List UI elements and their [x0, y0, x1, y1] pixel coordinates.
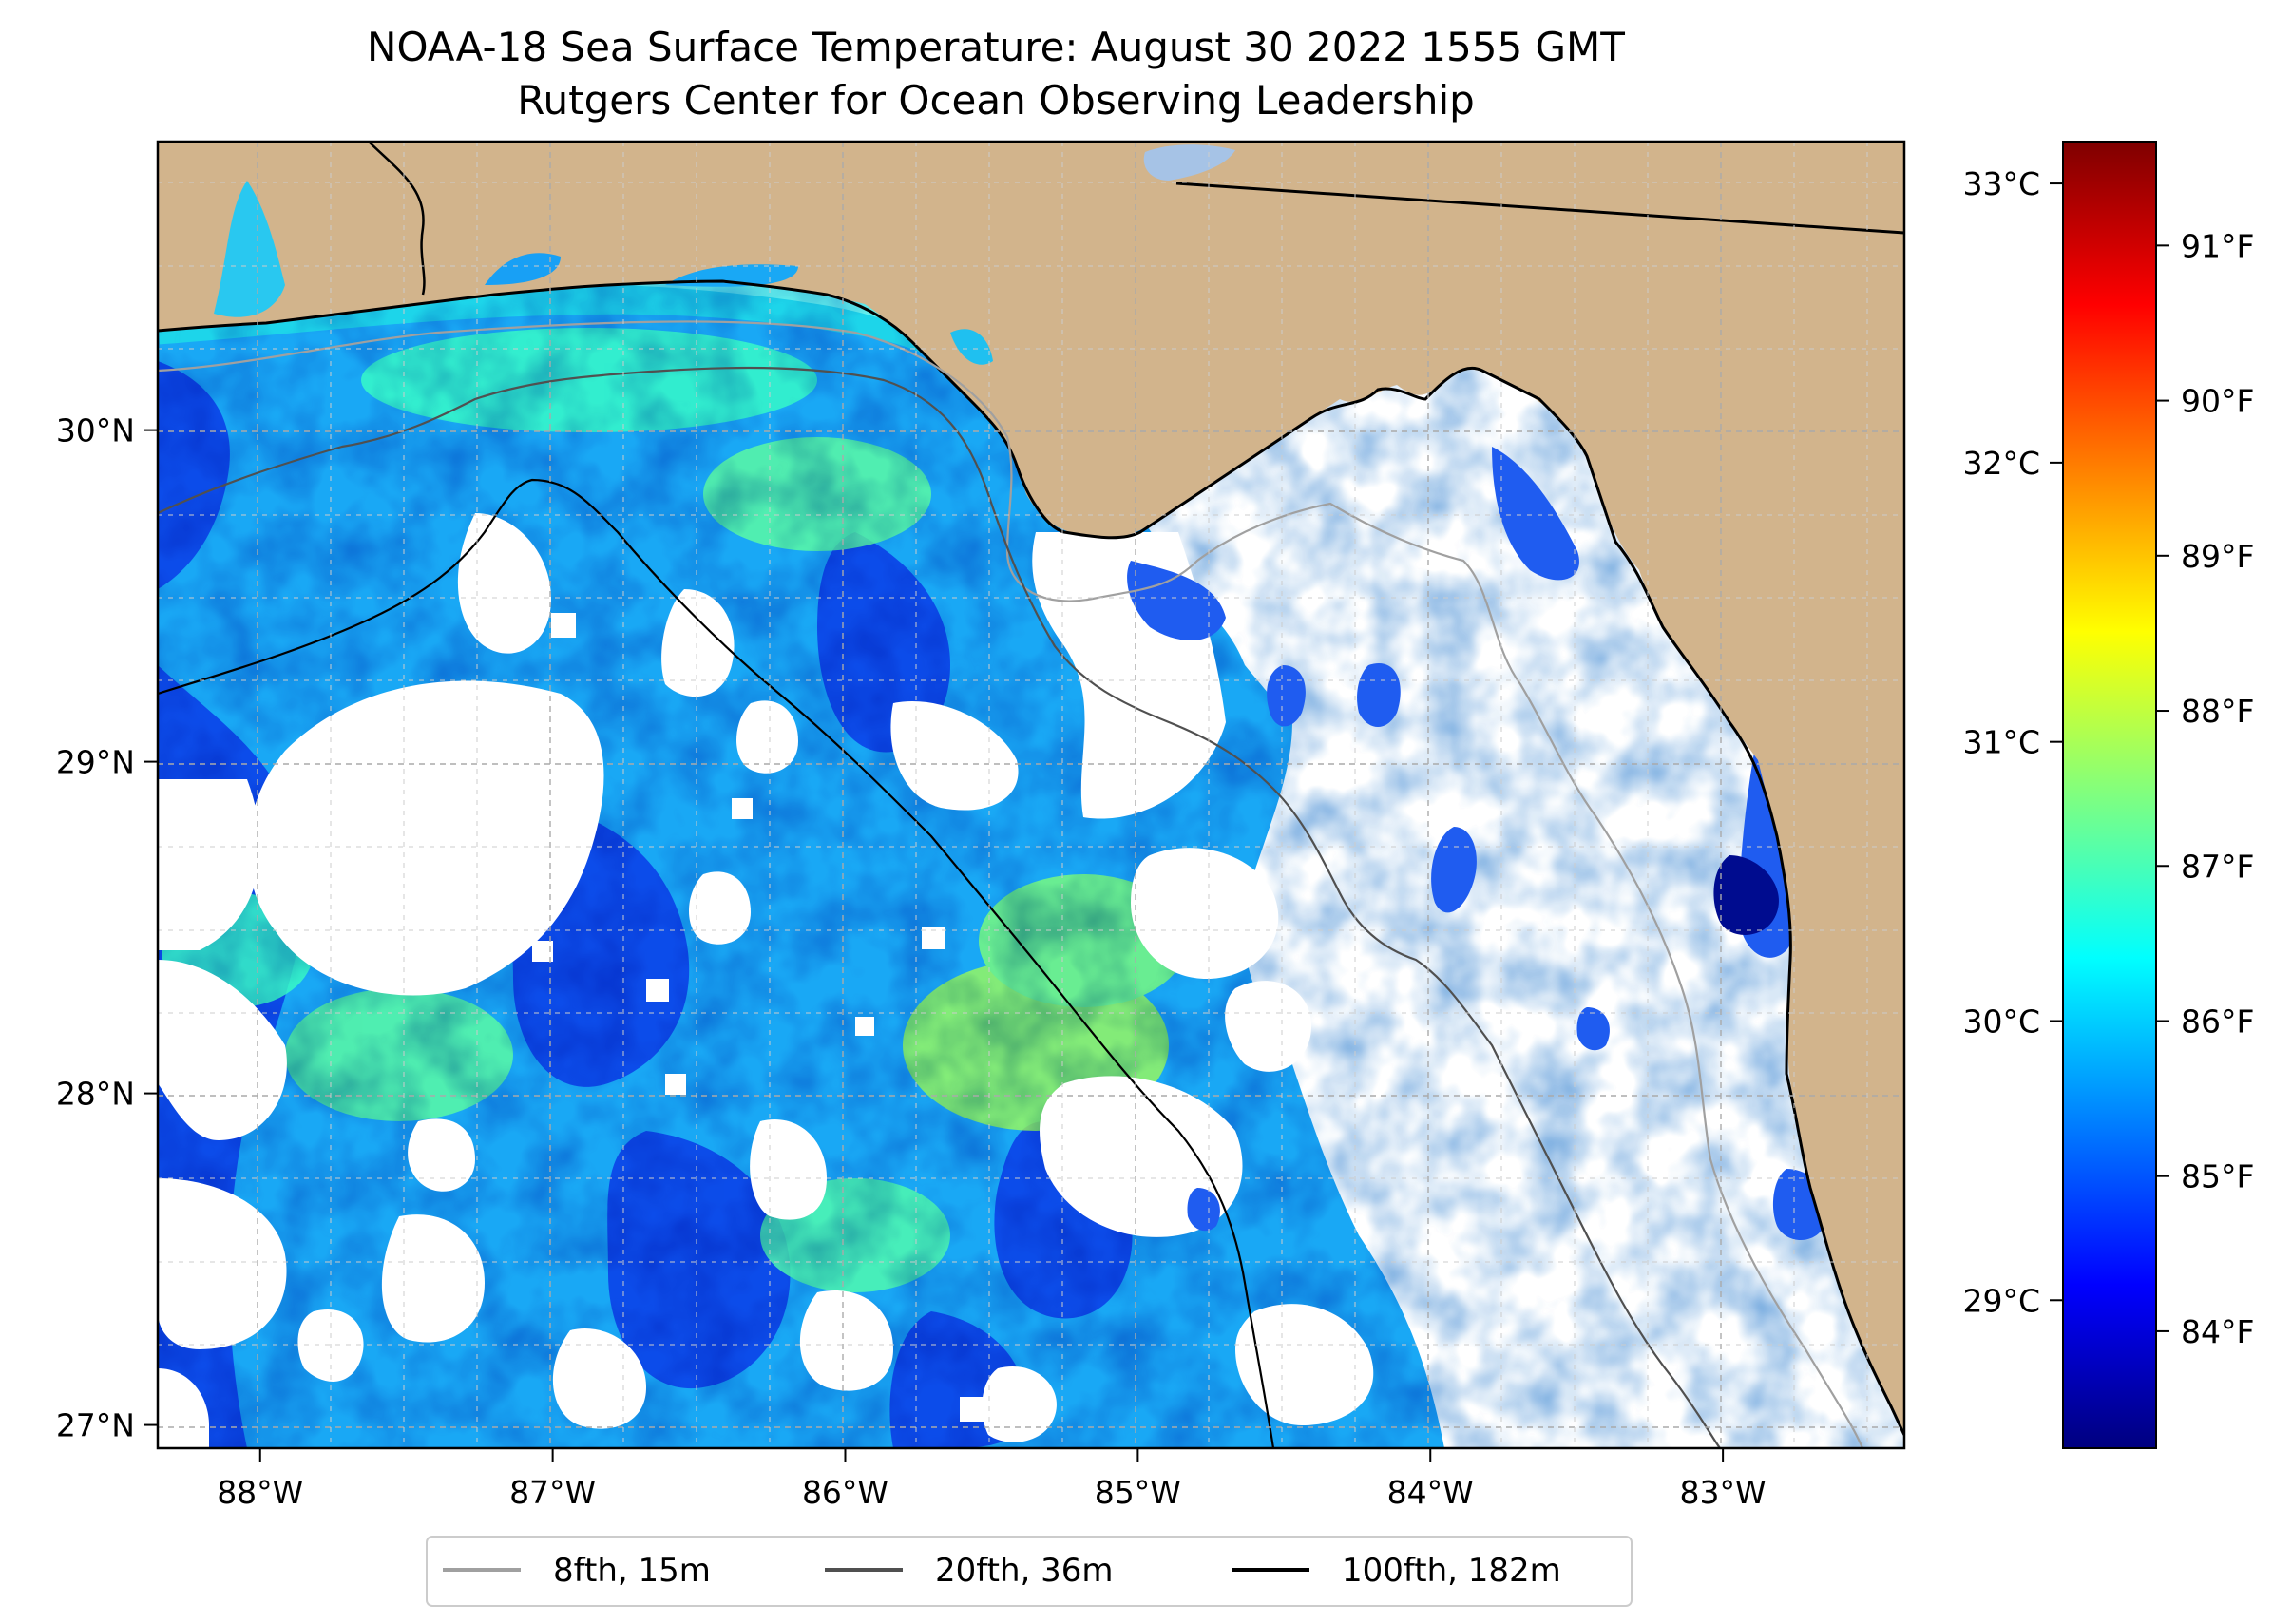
legend-frame	[426, 1536, 1633, 1607]
figure-subtitle: Rutgers Center for Ocean Observing Leade…	[517, 77, 1475, 124]
coastline	[158, 279, 1904, 1436]
legend-label-8fth: 8fth, 15m	[553, 1552, 711, 1590]
celsius-tick-label: 30°C	[1962, 1003, 2040, 1040]
lon-tick-label: 86°W	[802, 1474, 888, 1511]
lat-tick-label: 29°N	[56, 744, 135, 781]
latitude-axis: 27°N 28°N 29°N 30°N	[56, 412, 158, 1444]
fahrenheit-tick-label: 89°F	[2181, 538, 2254, 575]
lon-tick-label: 85°W	[1095, 1474, 1181, 1511]
longitude-axis: 88°W 87°W 86°W 85°W 84°W 83°W	[217, 1448, 1767, 1511]
legend-label-20fth: 20fth, 36m	[935, 1552, 1114, 1590]
legend-label-100fth: 100fth, 182m	[1342, 1552, 1561, 1590]
colorbar-fahrenheit-axis: 84°F 85°F 86°F 87°F 88°F 89°F 90°F 91°F	[2156, 227, 2254, 1350]
figure-title: NOAA-18 Sea Surface Temperature: August …	[367, 24, 1625, 70]
map-frame	[156, 140, 1906, 1450]
colorbar-celsius-axis: 29°C 30°C 31°C 32°C 33°C	[1962, 165, 2063, 1319]
fahrenheit-tick-label: 90°F	[2181, 383, 2254, 420]
isobath-8fth	[158, 320, 1864, 1448]
celsius-tick-label: 33°C	[1962, 165, 2040, 202]
lon-tick-label: 84°W	[1387, 1474, 1474, 1511]
celsius-tick-label: 32°C	[1962, 445, 2040, 482]
isobath-100fth	[158, 478, 1275, 1448]
celsius-tick-label: 31°C	[1962, 724, 2040, 761]
fahrenheit-tick-label: 84°F	[2181, 1313, 2254, 1350]
lat-tick-label: 30°N	[56, 412, 135, 449]
celsius-tick-label: 29°C	[1962, 1282, 2040, 1319]
legend: 8fth, 15m 20fth, 36m 100fth, 182m	[426, 1536, 1633, 1607]
map-panel	[158, 142, 1904, 1448]
colorbar	[2062, 141, 2157, 1449]
fahrenheit-tick-label: 86°F	[2181, 1003, 2254, 1040]
lon-tick-label: 87°W	[509, 1474, 596, 1511]
lat-tick-label: 28°N	[56, 1076, 135, 1113]
isobath-20fth	[158, 366, 1721, 1448]
land-north	[158, 142, 1904, 1435]
graticule	[158, 142, 1904, 1448]
state-border	[1175, 182, 1904, 235]
lake	[1143, 144, 1235, 181]
lon-tick-label: 83°W	[1680, 1474, 1767, 1511]
graticule-minor	[158, 142, 1904, 1448]
fahrenheit-tick-label: 87°F	[2181, 848, 2254, 885]
cloud-mask	[158, 513, 1374, 1448]
lat-tick-label: 27°N	[56, 1407, 135, 1444]
fahrenheit-tick-label: 85°F	[2181, 1158, 2254, 1195]
fahrenheit-tick-label: 91°F	[2181, 227, 2254, 264]
state-border-west	[368, 142, 426, 296]
lon-tick-label: 88°W	[217, 1474, 303, 1511]
fahrenheit-tick-label: 88°F	[2181, 693, 2254, 730]
